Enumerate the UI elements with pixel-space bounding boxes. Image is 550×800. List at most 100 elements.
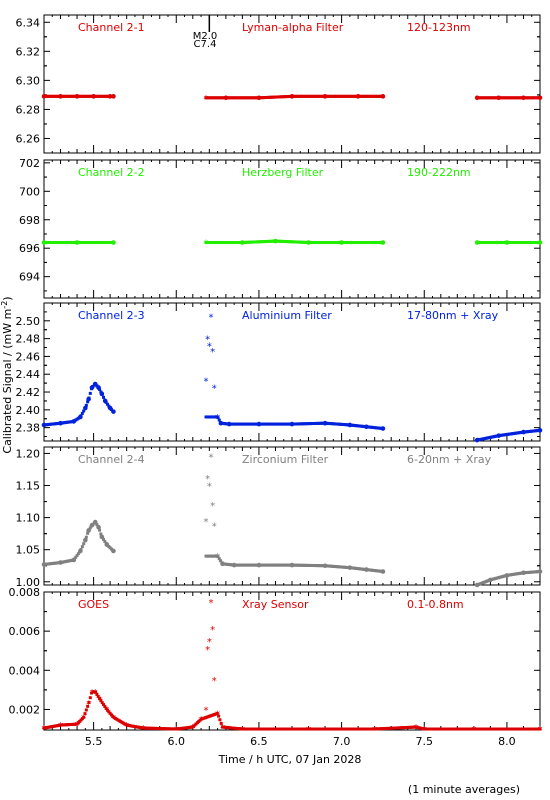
data-point: *: [212, 676, 217, 687]
data-sample: [84, 535, 88, 539]
data-sample: [537, 241, 541, 245]
filter-label: Aluminium Filter: [242, 309, 332, 322]
data-sample: [102, 395, 106, 399]
data-sample: [84, 403, 88, 407]
data-sample: [87, 700, 91, 704]
data-point: *: [208, 598, 213, 609]
data-sample: [83, 712, 87, 716]
data-sample: [83, 539, 87, 543]
data-sample: [75, 553, 79, 557]
data-sample: [98, 697, 102, 701]
x-tick-label: 7.5: [416, 735, 434, 748]
y-tick-label: 2.42: [16, 386, 41, 399]
band-label: 120-123nm: [407, 21, 471, 34]
data-sample: [74, 555, 78, 559]
data-sample: [84, 708, 88, 712]
series-name-label: Channel 2-2: [78, 166, 145, 179]
data-sample: [87, 396, 91, 400]
y-tick-label: 700: [19, 185, 40, 198]
panel-4: 1.00 1.05 1.10 1.15 1.20 Channel 2-4 Zirconium…: [16, 446, 543, 589]
data-point: *: [204, 517, 209, 528]
data-sample: [100, 393, 104, 397]
data-sample: [105, 708, 109, 712]
data-point: *: [207, 482, 212, 493]
series-name-label: Channel 2-3: [78, 309, 145, 322]
y-tick-label: 1.20: [16, 447, 41, 460]
band-label: 190-222nm: [407, 166, 471, 179]
x-axis-label: Time / h UTC, 07 Jan 2028: [218, 753, 362, 766]
data-point: *: [210, 347, 215, 358]
data-point: *: [207, 342, 212, 353]
data-sample: [87, 528, 91, 532]
data-point: *: [208, 312, 213, 323]
y-tick-label: 2.44: [16, 368, 41, 381]
data-sample: [80, 545, 84, 549]
data-sample: [218, 718, 222, 722]
y-tick-label: 1.15: [16, 480, 41, 493]
data-sample: [104, 542, 108, 546]
data-sample: [111, 241, 115, 245]
panel-frame: [43, 14, 541, 154]
data-sample: [107, 710, 111, 714]
data-point: *: [204, 376, 209, 387]
filter-label: Xray Sensor: [242, 598, 309, 611]
y-tick-label: 2.38: [16, 422, 41, 435]
y-tick-label: 1.00: [16, 576, 41, 589]
data-point: *: [205, 645, 210, 656]
y-tick-label: 2.40: [16, 404, 41, 417]
data-sample: [96, 695, 100, 699]
data-sample: [219, 721, 223, 725]
data-point: *: [204, 705, 209, 716]
data-sample: [76, 552, 80, 556]
y-tick-label: 0.008: [9, 586, 41, 599]
data-sample: [217, 557, 221, 561]
data-sample: [72, 557, 76, 561]
data-sample: [537, 428, 541, 432]
filter-label: Lyman-alpha Filter: [242, 21, 344, 34]
band-label: 6-20nm + Xray: [407, 453, 492, 466]
panel-2: 694 696 698 700 702 Channel 2-2 Herzberg Filte…: [19, 157, 543, 299]
data-point: *: [205, 335, 210, 346]
data-sample: [538, 727, 542, 731]
data-sample: [79, 414, 83, 418]
data-sample: [88, 391, 92, 395]
data-sample: [95, 523, 99, 527]
x-tick-label: 8.0: [498, 735, 516, 748]
y-tick-label: 2.50: [16, 315, 41, 328]
data-sample: [78, 550, 82, 554]
data-sample: [100, 535, 104, 539]
y-tick-label: 702: [19, 157, 40, 170]
series-marks: *******: [41, 312, 543, 443]
panel-3: 2.38 2.40 2.42 2.44 2.46 2.48 2.50 Channel 2-3 A…: [16, 302, 543, 443]
y-tick-label: 6.30: [16, 74, 41, 87]
data-point: *: [205, 474, 210, 485]
data-sample: [217, 714, 221, 718]
data-sample: [215, 711, 219, 715]
data-sample: [88, 526, 92, 530]
x-tick-label: 6.5: [250, 735, 268, 748]
y-tick-label: 696: [19, 242, 40, 255]
y-tick-label: 0.002: [9, 703, 41, 716]
series-marks: *: [41, 94, 543, 105]
data-point: *: [210, 501, 215, 512]
data-point: *: [210, 625, 215, 636]
data-sample: [79, 548, 83, 552]
x-tick-label: 5.5: [85, 735, 103, 748]
series-name-label: Channel 2-4: [78, 453, 145, 466]
panel-frame: [43, 159, 541, 299]
data-sample: [99, 532, 103, 536]
data-sample: [88, 696, 92, 700]
flare-class-label-1: M2.0: [193, 31, 218, 42]
panel-frame: [43, 302, 541, 442]
data-sample: [219, 559, 223, 563]
data-sample: [86, 400, 90, 404]
filter-label: Zirconium Filter: [242, 453, 329, 466]
filter-label: Herzberg Filter: [242, 166, 324, 179]
data-sample: [80, 411, 84, 415]
data-sample: [103, 539, 107, 543]
series-marks: ******************************: [42, 598, 543, 736]
y-tick-label: 2.48: [16, 333, 41, 346]
data-sample: [380, 241, 384, 245]
data-sample: [99, 390, 103, 394]
